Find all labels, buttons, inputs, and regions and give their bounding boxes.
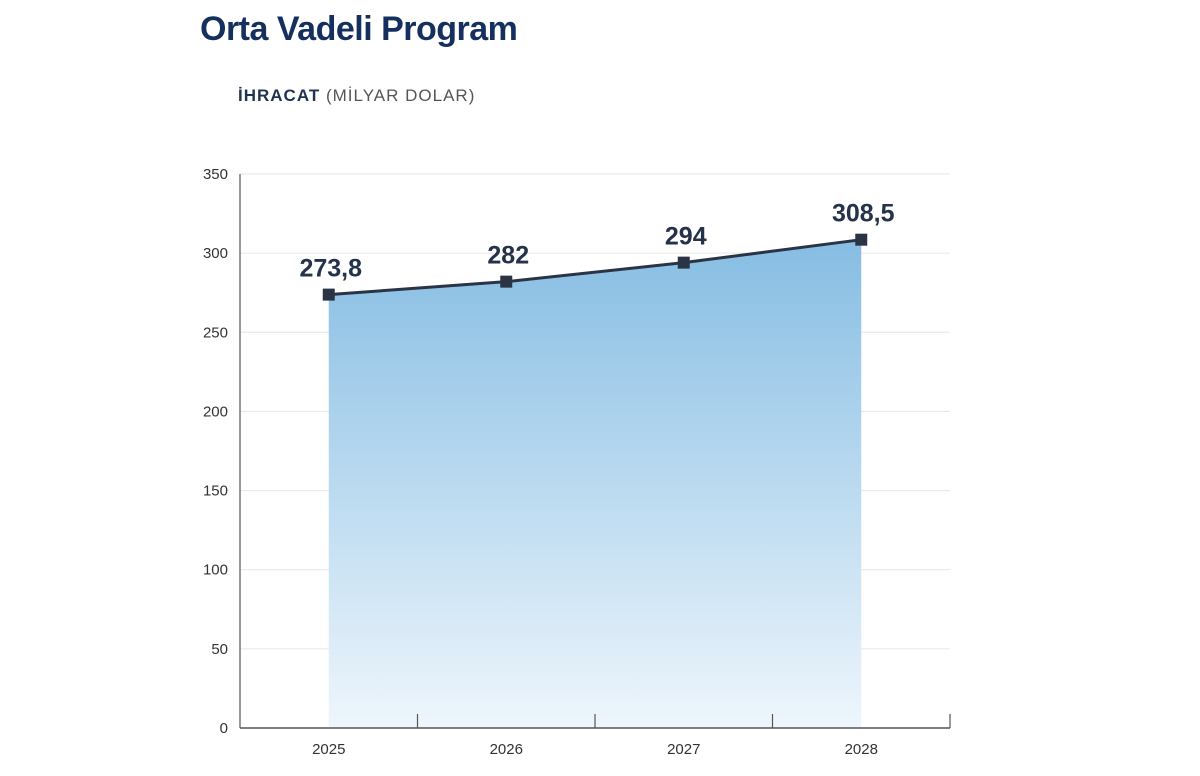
- data-point-marker: [322, 288, 335, 301]
- y-tick-label: 100: [203, 562, 228, 579]
- subtitle-unit: (MİLYAR DOLAR): [325, 86, 476, 105]
- y-tick-label: 300: [203, 245, 228, 262]
- data-point-marker: [855, 233, 868, 246]
- subtitle-bold: İHRACAT: [238, 86, 321, 105]
- series-line: [328, 238, 862, 297]
- data-label: 308,5: [832, 200, 895, 228]
- y-tick-label: 250: [203, 324, 228, 341]
- data-point-marker: [500, 275, 513, 288]
- data-label: 282: [487, 242, 529, 270]
- data-label: 273,8: [299, 255, 362, 283]
- y-tick-label: 0: [220, 720, 228, 737]
- x-tick-label: 2028: [845, 741, 878, 758]
- y-tick-label: 200: [203, 403, 228, 420]
- chart-subtitle: İHRACAT (MİLYAR DOLAR): [238, 86, 475, 106]
- x-tick-label: 2027: [667, 741, 700, 758]
- y-tick-label: 150: [203, 483, 228, 500]
- x-tick-label: 2026: [490, 741, 523, 758]
- y-tick-label: 50: [211, 641, 228, 658]
- area-fill: [328, 239, 862, 728]
- y-tick-label: 350: [203, 166, 228, 183]
- data-point-marker: [677, 256, 690, 269]
- data-label: 294: [665, 223, 707, 251]
- x-tick-label: 2025: [312, 741, 345, 758]
- page-title: Orta Vadeli Program: [200, 10, 518, 48]
